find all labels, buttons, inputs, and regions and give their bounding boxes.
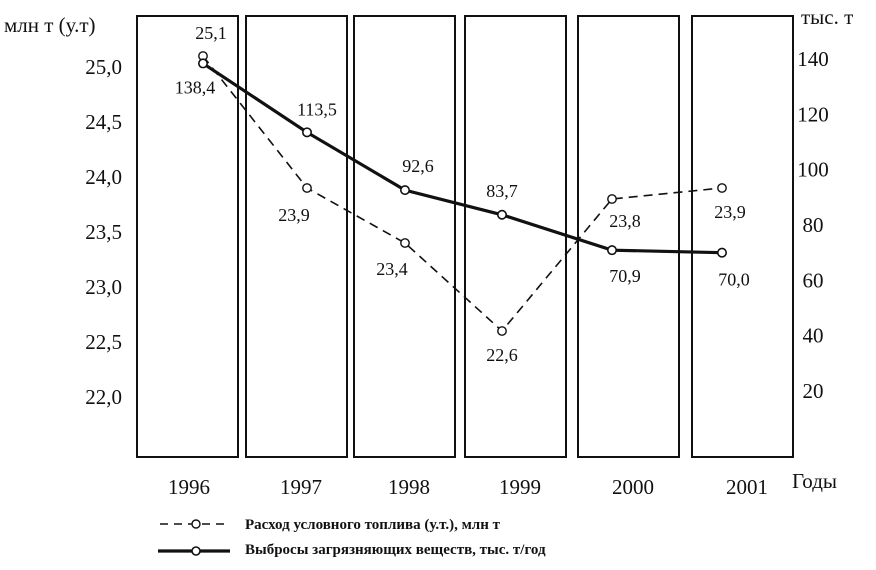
series-fuel-line	[202, 55, 723, 333]
emissions-point	[399, 185, 410, 196]
year-column-1997	[245, 15, 348, 458]
legend-fuel-label: Расход условного топлива (у.т.), млн т	[245, 517, 501, 533]
right-tick-label: 20	[803, 379, 824, 403]
fuel-data-label: 23,9	[714, 202, 746, 222]
year-columns	[136, 15, 794, 458]
year-column-1998	[353, 15, 456, 458]
data-labels: 25,1 23,9 23,4 22,6 23,8 23,9 138,4 113,5 92,6 83…	[175, 23, 750, 365]
left-tick-label: 23,5	[85, 220, 122, 244]
right-axis-unit: тыс. т	[801, 5, 853, 29]
left-axis: млн т (у.т) 25,0 24,5 24,0 23,5 23,0 22,5 22,0	[4, 13, 122, 409]
x-axis: 1996 1997 1998 1999 2000 2001 Годы	[168, 469, 837, 499]
year-column-2000	[577, 15, 680, 458]
legend-emissions-label: Выбросы загрязняющих веществ, тыс. т/год	[245, 542, 546, 558]
emissions-point	[301, 127, 312, 138]
emissions-data-label: 138,4	[175, 77, 216, 97]
year-column-2001	[691, 15, 794, 458]
left-tick-label: 25,0	[85, 55, 122, 79]
emissions-point	[496, 209, 507, 220]
year-column-1996	[136, 15, 239, 458]
series-lines	[198, 51, 727, 336]
legend-emissions-marker	[191, 546, 201, 556]
year-column-1999	[464, 15, 567, 458]
left-axis-unit: млн т (у.т)	[4, 13, 96, 37]
fuel-data-label: 22,6	[486, 345, 518, 365]
fuel-point	[717, 183, 727, 193]
x-tick-label: 1997	[280, 475, 322, 499]
left-tick-label: 24,0	[85, 165, 122, 189]
emissions-point	[606, 245, 617, 256]
fuel-data-label: 25,1	[195, 23, 227, 43]
fuel-point	[607, 194, 617, 204]
x-tick-label: 2000	[612, 475, 654, 499]
fuel-data-label: 23,4	[376, 259, 408, 279]
legend: Расход условного топлива (у.т.), млн т Вы…	[158, 517, 546, 558]
emissions-point	[716, 247, 727, 258]
right-tick-label: 80	[803, 213, 824, 237]
right-axis: тыс. т 140 120 100 80 60 40 20	[797, 5, 853, 403]
fuel-point	[302, 183, 312, 193]
right-tick-label: 140	[797, 47, 829, 71]
right-tick-label: 40	[803, 324, 824, 348]
legend-fuel-marker	[191, 519, 201, 529]
right-tick-label: 120	[797, 102, 829, 126]
x-tick-label: 1999	[499, 475, 541, 499]
fuel-point	[497, 326, 507, 336]
x-axis-label: Годы	[792, 469, 837, 493]
x-tick-label: 1998	[388, 475, 430, 499]
emissions-data-label: 92,6	[402, 156, 434, 176]
fuel-point	[400, 238, 410, 248]
emissions-data-label: 113,5	[297, 99, 337, 119]
x-tick-label: 2001	[726, 475, 768, 499]
right-tick-label: 60	[803, 268, 824, 292]
emissions-data-label: 83,7	[486, 181, 518, 201]
x-tick-label: 1996	[168, 475, 210, 499]
left-tick-label: 24,5	[85, 110, 122, 134]
fuel-data-label: 23,8	[609, 211, 641, 231]
series-emissions-line	[202, 62, 723, 255]
emissions-data-label: 70,9	[609, 266, 641, 286]
emissions-data-label: 70,0	[718, 270, 750, 290]
emissions-point	[198, 58, 209, 69]
left-tick-label: 22,0	[85, 385, 122, 409]
right-tick-label: 100	[797, 158, 829, 182]
left-tick-label: 22,5	[85, 330, 122, 354]
fuel-data-label: 23,9	[278, 205, 310, 225]
left-tick-label: 23,0	[85, 275, 122, 299]
